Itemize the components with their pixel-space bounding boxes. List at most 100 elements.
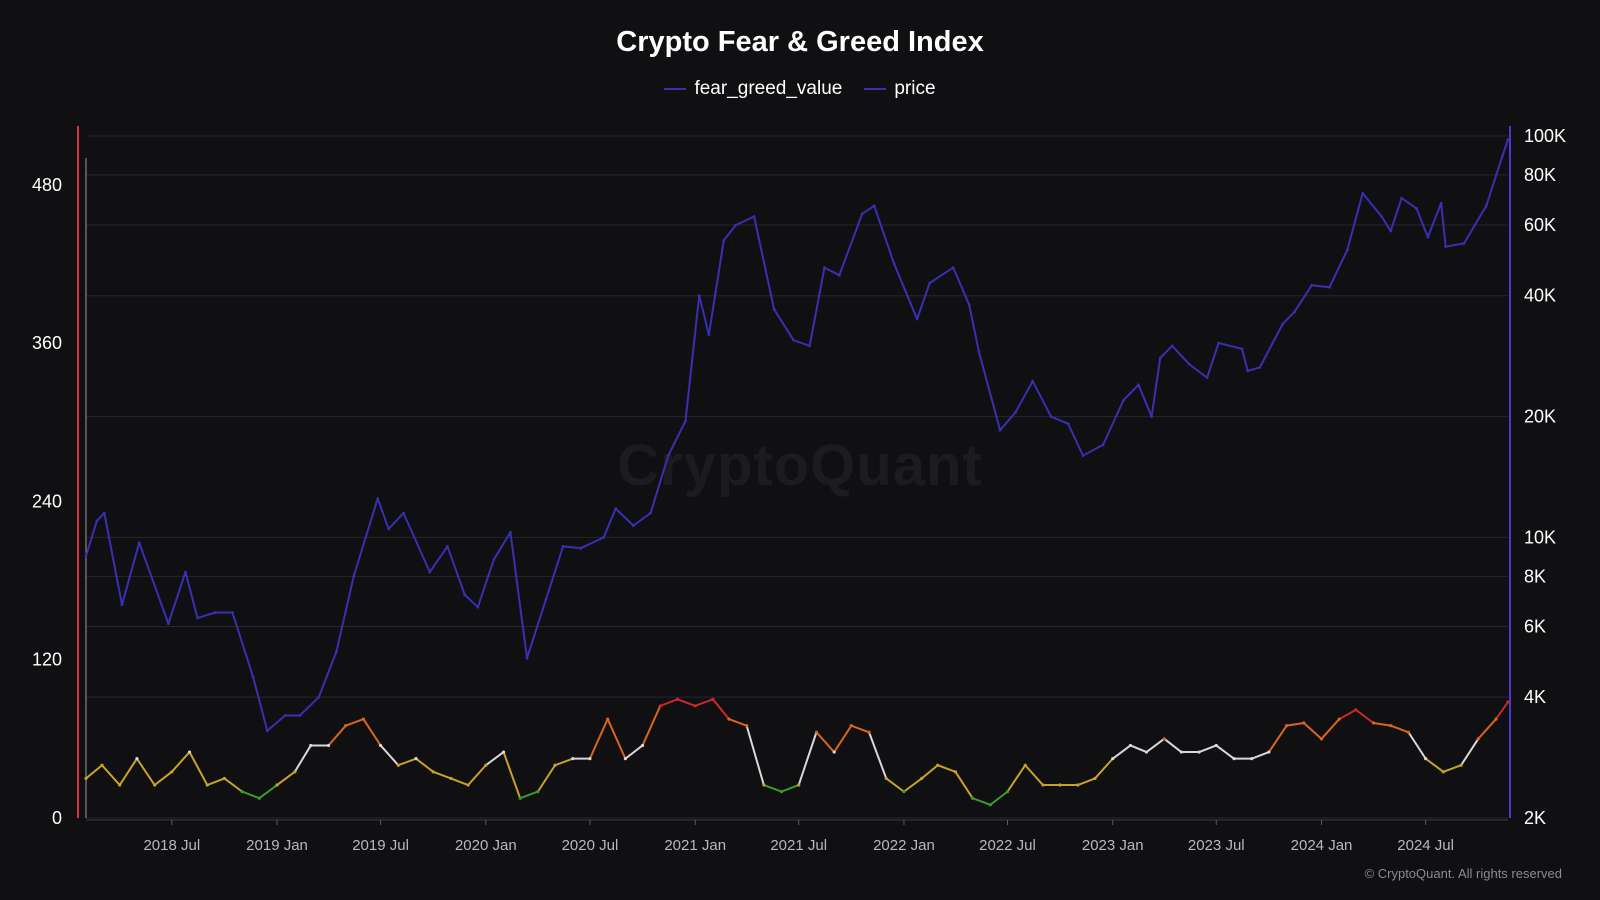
- price-point-35: [684, 419, 687, 423]
- y-right-tick-label-2: 6K: [1524, 616, 1546, 636]
- price-point-12: [283, 714, 287, 717]
- legend-label-fear-greed: fear_greed_value: [694, 78, 843, 99]
- fear-greed-point-49: [936, 763, 940, 767]
- fear-greed-point-56: [1058, 783, 1062, 787]
- watermark: CryptoQuant: [617, 433, 983, 498]
- price-point-51: [951, 266, 955, 270]
- fear-greed-segment-44: [850, 724, 871, 734]
- fear-greed-point-14: [326, 743, 331, 748]
- fear-greed-segment-21: [449, 777, 470, 787]
- fear-greed-segment-15: [344, 718, 365, 727]
- price-point-37: [707, 333, 711, 337]
- fear-greed-segment-11: [276, 770, 296, 787]
- price-point-76: [1345, 248, 1349, 252]
- price-point-19: [402, 511, 405, 515]
- price-point-83: [1439, 201, 1443, 205]
- price-point-48: [892, 262, 896, 266]
- price-point-58: [1066, 422, 1070, 426]
- legend-item-fear-greed[interactable]: fear_greed_value: [664, 78, 842, 100]
- price-point-43: [808, 344, 811, 348]
- fear-greed-point-71: [1319, 737, 1324, 741]
- fear-greed-segment-3: [135, 757, 156, 787]
- price-point-67: [1205, 376, 1209, 380]
- price-point-86: [1484, 204, 1488, 208]
- fear-greed-point-20: [431, 770, 435, 774]
- fear-greed-segment-19: [415, 757, 435, 773]
- fear-greed-segment-47: [902, 777, 923, 793]
- fear-greed-segment-49: [936, 764, 957, 773]
- fear-greed-segment-36: [711, 698, 730, 721]
- fear-greed-segment-1: [101, 764, 121, 787]
- x-tick-label-8: 2022 Jul: [979, 837, 1036, 854]
- fear-greed-point-55: [1041, 783, 1045, 787]
- y-right-tick-label-4: 10K: [1524, 527, 1556, 547]
- price-point-5: [166, 622, 170, 625]
- price-point-45: [837, 273, 841, 277]
- fear-greed-segment-76: [1407, 731, 1427, 760]
- fear-greed-point-18: [396, 763, 400, 767]
- price-point-9: [231, 611, 234, 614]
- fear-greed-point-21: [449, 776, 453, 781]
- legend-swatch-price: [864, 88, 887, 90]
- price-point-22: [463, 593, 467, 597]
- fear-greed-point-64: [1197, 750, 1201, 754]
- price-point-41: [772, 307, 776, 311]
- fear-greed-segment-40: [780, 784, 800, 793]
- price-point-46: [860, 212, 864, 216]
- price-point-68: [1217, 341, 1220, 345]
- fear-greed-segment-48: [920, 764, 939, 780]
- fear-greed-point-47: [902, 790, 906, 794]
- price-point-73: [1293, 310, 1297, 314]
- x-tick-label-1: 2019 Jan: [246, 837, 308, 854]
- fear-greed-segment-39: [762, 784, 783, 793]
- fear-greed-segment-12: [293, 744, 312, 773]
- x-tick-label-3: 2020 Jan: [455, 837, 517, 854]
- fear-greed-segment-8: [223, 777, 244, 793]
- price-point-25: [509, 530, 512, 534]
- fear-greed-point-44: [849, 724, 853, 728]
- price-point-63: [1150, 415, 1154, 418]
- fear-greed-segment-64: [1198, 744, 1218, 754]
- gridlines: [86, 135, 1508, 819]
- fear-greed-segment-52: [989, 790, 1009, 806]
- fear-greed-point-54: [1023, 763, 1027, 767]
- x-tick-label-11: 2024 Jan: [1291, 837, 1353, 854]
- fear-greed-segment-34: [676, 698, 697, 707]
- fear-greed-segment-71: [1320, 718, 1341, 740]
- x-tick-label-4: 2020 Jul: [562, 837, 619, 854]
- fear-greed-segment-67: [1250, 751, 1270, 760]
- x-tick-label-5: 2021 Jan: [664, 837, 726, 854]
- fear-greed-segment-2: [118, 757, 138, 787]
- price-point-32: [632, 524, 635, 528]
- price-point-30: [602, 536, 606, 539]
- legend-label-price: price: [894, 78, 936, 99]
- fear-greed-point-77: [1424, 757, 1428, 761]
- fear-greed-point-50: [953, 770, 958, 774]
- y-right-tick-label-6: 40K: [1524, 286, 1556, 306]
- price-point-65: [1170, 344, 1174, 348]
- x-tick-label-6: 2021 Jul: [770, 837, 827, 854]
- fear-greed-series: [84, 697, 1510, 807]
- fear-greed-point-31: [623, 757, 627, 761]
- fear-greed-segment-14: [327, 724, 347, 747]
- fear-greed-point-2: [118, 783, 122, 787]
- price-point-71: [1258, 366, 1262, 369]
- fear-greed-point-39: [762, 783, 766, 787]
- legend-item-price[interactable]: price: [864, 78, 936, 100]
- y-left-tick-label-0: 0: [52, 808, 62, 828]
- fear-greed-point-9: [240, 790, 244, 794]
- price-point-23: [476, 605, 480, 609]
- fear-greed-point-72: [1337, 717, 1341, 721]
- price-point-0: [84, 554, 88, 558]
- y-right-tick-label-5: 20K: [1524, 407, 1556, 427]
- fear-greed-point-67: [1250, 757, 1254, 761]
- fear-greed-point-38: [745, 724, 749, 728]
- price-point-14: [317, 695, 321, 699]
- fear-greed-point-45: [867, 730, 871, 734]
- fear-greed-segment-31: [624, 744, 644, 760]
- price-point-26: [525, 656, 529, 660]
- price-point-29: [579, 546, 583, 550]
- price-point-11: [265, 729, 269, 733]
